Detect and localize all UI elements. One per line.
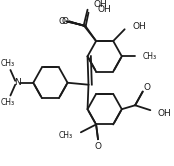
Text: CH₃: CH₃ [1,98,15,107]
Text: OH: OH [97,5,111,14]
Text: O: O [143,83,150,92]
Text: OH: OH [132,22,146,31]
Text: OH: OH [93,0,107,9]
Text: N: N [14,78,21,87]
Text: CH₃: CH₃ [143,52,157,61]
Text: OH: OH [158,109,172,118]
Text: O: O [58,17,65,26]
Text: CH₃: CH₃ [58,131,72,140]
Text: O: O [94,141,101,151]
Text: CH₃: CH₃ [1,59,15,68]
Text: O: O [61,17,68,26]
